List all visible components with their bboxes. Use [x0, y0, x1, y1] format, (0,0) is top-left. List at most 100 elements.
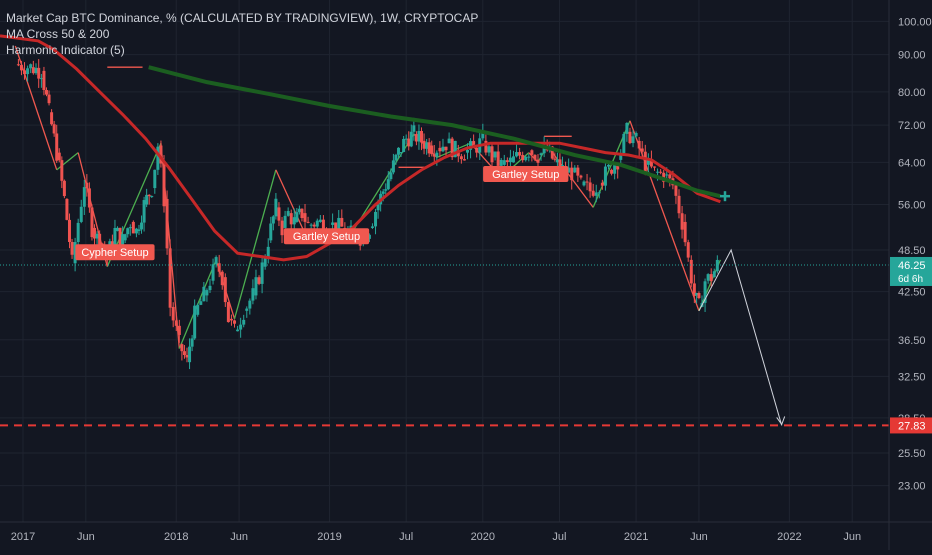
candle-body — [613, 165, 617, 174]
candle-body — [73, 242, 77, 264]
candle-body — [524, 156, 528, 161]
candle-body — [487, 146, 491, 153]
candle-body — [321, 219, 325, 234]
candle-body — [472, 141, 476, 145]
price-labels: 46.25 6d 6h 27.83 — [890, 256, 932, 434]
candle-body — [292, 217, 296, 225]
candle-body — [87, 188, 91, 208]
x-tick-label: 2018 — [164, 531, 188, 543]
candle-body — [695, 293, 699, 296]
candle-body — [715, 259, 719, 272]
x-tick-label: Jun — [843, 531, 861, 543]
candle-body — [57, 152, 61, 161]
y-tick-label: 42.50 — [898, 287, 926, 299]
candle-body — [128, 227, 132, 229]
setup-label-bg — [283, 228, 370, 245]
candle-body — [576, 167, 580, 176]
candle-body — [165, 198, 169, 249]
candle-body — [180, 344, 184, 352]
legend-title[interactable]: Market Cap BTC Dominance, % (CALCULATED … — [6, 11, 479, 25]
candle-body — [652, 166, 656, 168]
candle-body — [188, 346, 192, 363]
candle-body — [208, 285, 212, 291]
candle-body — [300, 208, 304, 219]
candle-body — [640, 148, 644, 152]
candle-body — [34, 67, 38, 74]
legend-ma-cross[interactable]: MA Cross 50 & 200 — [6, 27, 110, 41]
candle-body — [142, 200, 146, 223]
candle-body — [98, 233, 102, 254]
candle-body — [610, 169, 614, 174]
candle-body — [260, 262, 264, 284]
x-tick-label: Jun — [690, 531, 708, 543]
candle-body — [156, 146, 160, 170]
price-axis[interactable]: 100.00 90.00 80.00 72.00 64.00 56.00 48.50 42.5… — [898, 16, 932, 492]
candle-body — [703, 281, 707, 303]
candle-body — [79, 206, 83, 222]
legend-harmonic[interactable]: Harmonic Indicator (5) — [6, 43, 125, 57]
candle-body — [121, 234, 125, 246]
time-axis[interactable]: 2017 Jun 2018 Jun 2019 Jul 2020 Jul 2021 Jun 2022 J… — [11, 531, 861, 543]
candle-body — [402, 138, 406, 153]
candle-body — [469, 141, 473, 150]
candle-body — [444, 146, 448, 151]
candle-body — [683, 221, 687, 243]
x-tick-label: Jul — [399, 531, 413, 543]
candle-body — [447, 138, 451, 144]
candle-body — [399, 152, 403, 154]
current-price-badge — [890, 256, 932, 286]
candle-body — [214, 257, 218, 265]
candle-body — [312, 224, 316, 227]
candle-body — [85, 182, 89, 189]
candle-body — [465, 149, 469, 153]
candle-body — [659, 171, 663, 173]
setup-label: Gartley Setup — [293, 231, 360, 243]
candle-body — [16, 64, 20, 66]
candle-body — [217, 263, 221, 272]
candle-body — [631, 136, 635, 144]
x-tick-label: Jun — [77, 531, 95, 543]
candle-body — [689, 259, 693, 284]
candle-body — [374, 211, 378, 227]
candle-body — [26, 68, 30, 75]
candle-body — [637, 140, 641, 149]
candle-body — [367, 234, 371, 239]
candle-body — [337, 217, 341, 233]
candle-body — [62, 180, 66, 197]
candle-body — [649, 159, 653, 167]
candle-body — [153, 169, 157, 189]
candle-body — [19, 65, 23, 71]
candle-body — [438, 147, 442, 152]
candle-body — [570, 167, 574, 181]
candle-body — [542, 145, 546, 154]
candle-body — [113, 227, 117, 247]
candle-body — [646, 159, 650, 165]
candle-body — [131, 221, 135, 234]
candle-body — [555, 159, 559, 163]
candle-body — [432, 154, 436, 157]
candle-body — [205, 290, 209, 296]
candle-body — [123, 234, 127, 241]
current-price-value: 46.25 — [898, 260, 926, 272]
projection-path — [698, 248, 783, 426]
candle-body — [42, 70, 46, 91]
candle-body — [677, 195, 681, 214]
candle-body — [697, 293, 701, 299]
candle-body — [505, 160, 509, 163]
y-tick-label: 56.00 — [898, 200, 926, 212]
x-tick-label: Jul — [552, 531, 566, 543]
x-tick-label: 2019 — [317, 531, 341, 543]
candle-body — [588, 182, 592, 192]
candle-body — [459, 156, 463, 160]
candle-body — [309, 224, 313, 226]
candle-body — [425, 142, 429, 149]
candle-body — [23, 70, 27, 75]
candle-body — [430, 145, 434, 155]
candle-body — [306, 221, 310, 223]
y-tick-label: 80.00 — [898, 87, 926, 99]
candle-body — [567, 167, 571, 173]
candle-body — [93, 227, 97, 239]
candle-body — [579, 175, 583, 178]
